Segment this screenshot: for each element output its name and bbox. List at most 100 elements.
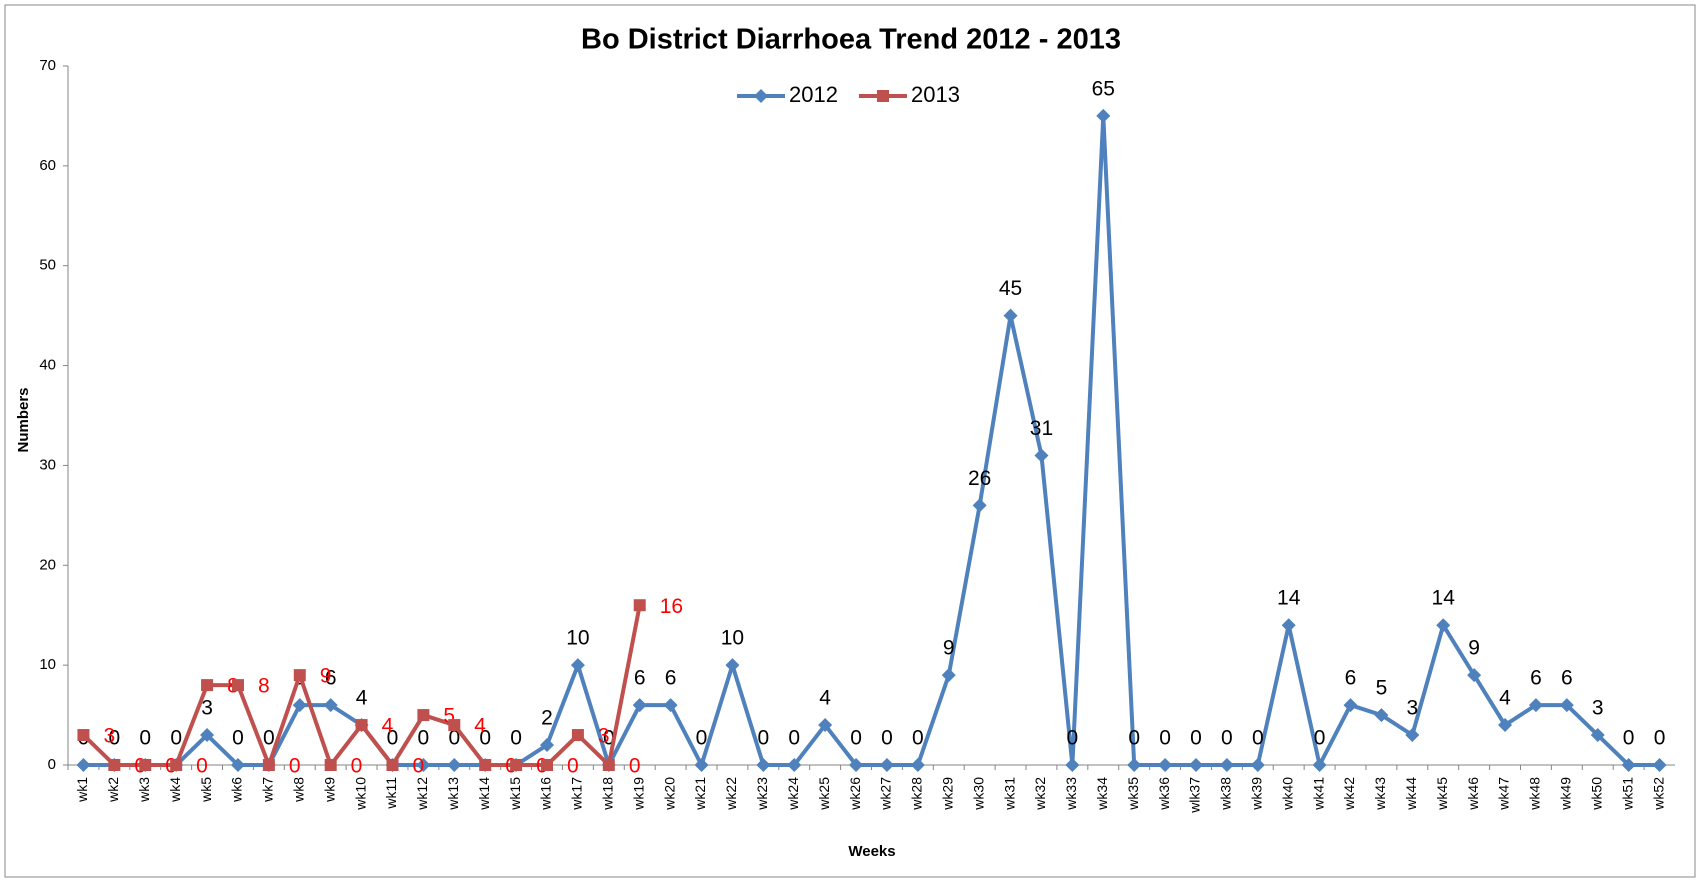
point [1065,758,1080,772]
data-label: 31 [1030,417,1053,440]
data-label: 0 [263,727,275,750]
data-label: 6 [1345,667,1357,690]
y-tick-label: 50 [39,257,56,274]
point [756,758,771,772]
point [787,758,802,772]
x-tick-label: wk13 [445,777,461,811]
x-tick-label: wk4 [167,777,183,803]
x-tick-label: wk17 [569,777,585,811]
point [941,668,956,683]
y-axis-label: Numbers [15,387,32,452]
y-tick-label: 40 [39,357,56,374]
point [1528,698,1543,713]
data-label: 3 [103,725,115,748]
point [292,698,307,713]
data-label: 3 [598,725,610,748]
x-tick-label: wk52 [1650,777,1666,811]
point [972,498,987,513]
x-tick-label: wk21 [692,777,708,811]
point [1250,758,1265,772]
data-label: 6 [1530,667,1542,690]
data-label: 3 [201,697,213,720]
x-tick-label: wk3 [136,777,152,803]
x-tick-label: wk6 [229,777,245,803]
data-label: 16 [660,595,683,618]
y-tick-label: 70 [39,57,56,74]
data-label: 45 [999,277,1022,300]
data-label: 3 [1592,697,1604,720]
point [1188,758,1203,772]
y-tick-label: 60 [39,157,56,174]
x-axis-label: Weeks [848,843,895,860]
point [447,758,462,772]
data-label: 14 [1277,587,1301,610]
data-label: 6 [665,667,677,690]
data-label: 14 [1432,587,1456,610]
x-tick-label: wk7 [260,777,276,803]
point [139,759,152,771]
x-tick-label: wk2 [105,777,121,803]
point [541,759,554,771]
point [694,758,709,772]
y-tick-label: 10 [39,656,56,673]
data-label: 4 [1499,687,1511,710]
point [879,758,894,772]
point [1127,758,1142,772]
x-tick-label: wk11 [383,777,399,810]
point [448,719,461,732]
legend-label: 2012 [789,82,838,107]
y-tick-label: 20 [39,556,56,573]
data-label: 0 [603,727,615,750]
x-tick-label: wk16 [538,777,554,811]
data-label: 4 [382,715,394,738]
x-tick-label: wk34 [1094,777,1110,811]
x-tick-label: wk22 [723,777,739,811]
x-tick-label: wk35 [1125,777,1141,811]
point [1498,718,1513,733]
x-tick-label: wk46 [1465,777,1481,811]
point [170,759,183,771]
x-tick-label: wk8 [290,777,306,803]
x-tick-label: wk15 [507,777,523,811]
y-tick-label: 30 [39,456,56,473]
point [1034,448,1049,463]
data-label: 5 [1376,677,1388,700]
x-tick-label: wk50 [1588,777,1604,811]
x-tick-label: wk45 [1434,777,1450,811]
point [77,729,90,742]
x-tick-label: wk24 [785,777,801,811]
x-tick-label: wk31 [1001,777,1017,811]
data-label: 0 [418,727,430,750]
data-label: 65 [1092,77,1115,100]
x-tick-label: wk18 [600,777,616,811]
data-label: 0 [412,755,424,778]
point [231,679,244,692]
legend-label: 2013 [911,82,960,107]
data-label: 0 [629,755,641,778]
data-label: 4 [474,715,486,738]
point [1467,668,1482,683]
point [1281,618,1296,633]
series-line [83,115,1660,771]
point [1652,758,1667,772]
point [293,669,306,682]
data-label: 0 [1252,727,1264,750]
x-tick-label: wk30 [970,777,986,811]
data-label: 6 [325,667,337,690]
point [1312,758,1327,772]
legend-marker [754,89,768,103]
data-label: 26 [968,467,991,490]
point [355,719,368,732]
x-tick-label: wk36 [1156,777,1172,811]
data-label: 0 [1623,727,1635,750]
x-tick-label: wk12 [414,777,430,811]
data-label: 6 [1561,667,1573,690]
point [1343,698,1358,713]
data-label: 9 [943,637,955,660]
point [416,758,431,772]
data-label: 0 [109,727,121,750]
point [323,698,338,713]
data-label: 0 [696,727,708,750]
x-tick-label: wk10 [352,777,368,811]
